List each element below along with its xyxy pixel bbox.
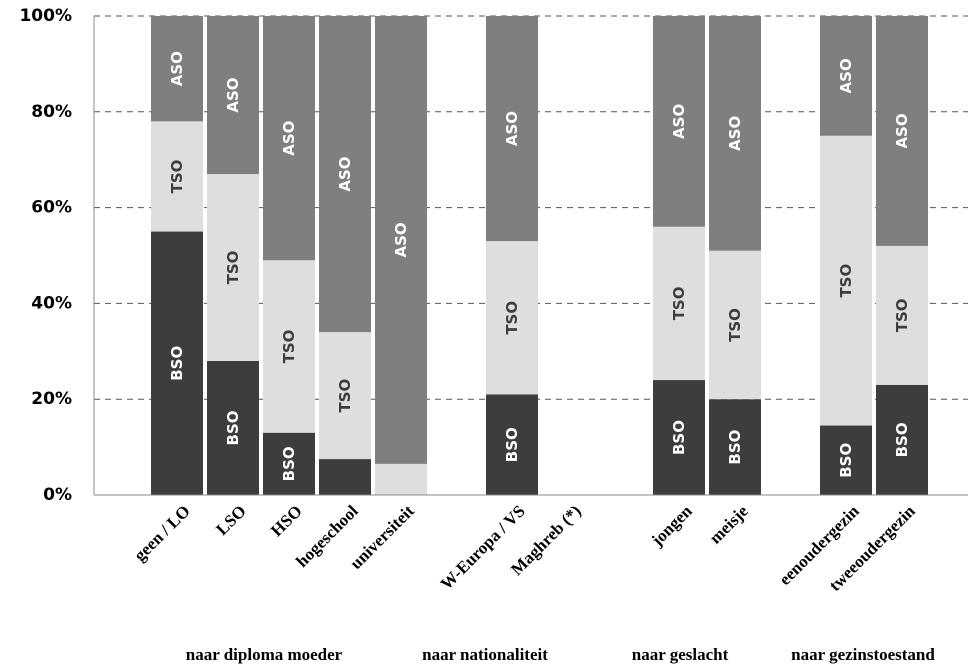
segment-label: TSO <box>726 308 744 342</box>
segment-label: TSO <box>503 301 521 335</box>
y-tick-label: 80% <box>31 102 72 122</box>
bar-segment-bso <box>319 459 371 495</box>
segment-label: ASO <box>224 77 242 112</box>
y-tick-label: 40% <box>31 293 72 313</box>
bar-segment-bso <box>876 384 928 495</box>
segment-label: TSO <box>224 251 242 285</box>
bar-segment-bso <box>151 231 203 496</box>
category-label: LSO <box>212 501 249 538</box>
bar-segment-bso <box>207 360 259 495</box>
category-label: W-Europa / VS <box>437 501 529 593</box>
segment-label: ASO <box>280 121 298 156</box>
y-tick-label: 100% <box>19 6 72 26</box>
segment-label: BSO <box>670 420 688 455</box>
segment-label: ASO <box>893 113 911 148</box>
y-tick-label: 60% <box>31 198 72 218</box>
segment-label: BSO <box>893 422 911 457</box>
bar-segment-aso <box>709 16 761 251</box>
segment-label: ASO <box>837 58 855 93</box>
segment-label: ASO <box>336 156 354 191</box>
bar-segment-tso <box>263 260 315 433</box>
segment-label: BSO <box>168 346 186 381</box>
bar-segment-aso <box>263 16 315 261</box>
bar-segment-tso <box>876 245 928 385</box>
y-tick-label: 0% <box>43 485 72 505</box>
group-label: naar gezinstoestand <box>791 645 935 664</box>
bar-segment-aso <box>876 16 928 246</box>
segment-label: TSO <box>168 160 186 194</box>
segment-label: ASO <box>670 104 688 139</box>
y-tick-label: 20% <box>31 389 72 409</box>
group-label: naar geslacht <box>632 645 729 664</box>
segment-label: BSO <box>280 446 298 481</box>
segment-label: BSO <box>837 443 855 478</box>
segment-label: TSO <box>336 379 354 413</box>
bar-segment-bso <box>263 432 315 495</box>
bar-segment-tso <box>709 250 761 400</box>
segment-label: ASO <box>503 111 521 146</box>
segment-label: TSO <box>893 298 911 332</box>
bar-segment-aso <box>151 16 203 122</box>
bar-segment-aso <box>375 16 427 464</box>
bar-segment-aso <box>486 16 538 242</box>
bar-segment-tso <box>653 226 705 381</box>
bar-segment-tso <box>319 332 371 460</box>
category-label: meisje <box>706 501 752 547</box>
bar-segment-aso <box>820 16 872 136</box>
category-label: HSO <box>267 501 306 540</box>
bar-segment-tso <box>820 135 872 426</box>
bar-segment-tso <box>207 174 259 361</box>
bar-segment-aso <box>319 16 371 333</box>
bar-segment-bso <box>486 394 538 495</box>
bar-segment-tso <box>486 241 538 395</box>
group-label: naar diploma moeder <box>186 645 343 664</box>
bar-segment-bso <box>653 380 705 495</box>
bar-segment-bso <box>709 399 761 495</box>
segment-label: ASO <box>168 51 186 86</box>
bar-segment-aso <box>653 16 705 227</box>
bar-segment-tso <box>151 121 203 232</box>
segment-label: ASO <box>392 222 410 257</box>
category-label: geen / LO <box>130 501 194 565</box>
category-label: jongen <box>647 501 696 550</box>
segment-label: BSO <box>224 410 242 445</box>
group-label: naar nationaliteit <box>422 645 548 664</box>
segment-label: BSO <box>503 427 521 462</box>
segment-label: BSO <box>726 430 744 465</box>
segment-label: TSO <box>670 287 688 321</box>
segment-label: ASO <box>726 116 744 151</box>
bar-segment-tso <box>375 463 427 495</box>
segment-label: TSO <box>280 330 298 364</box>
segment-label: TSO <box>837 264 855 298</box>
bar-segment-bso <box>820 425 872 495</box>
bar-segment-aso <box>207 16 259 175</box>
